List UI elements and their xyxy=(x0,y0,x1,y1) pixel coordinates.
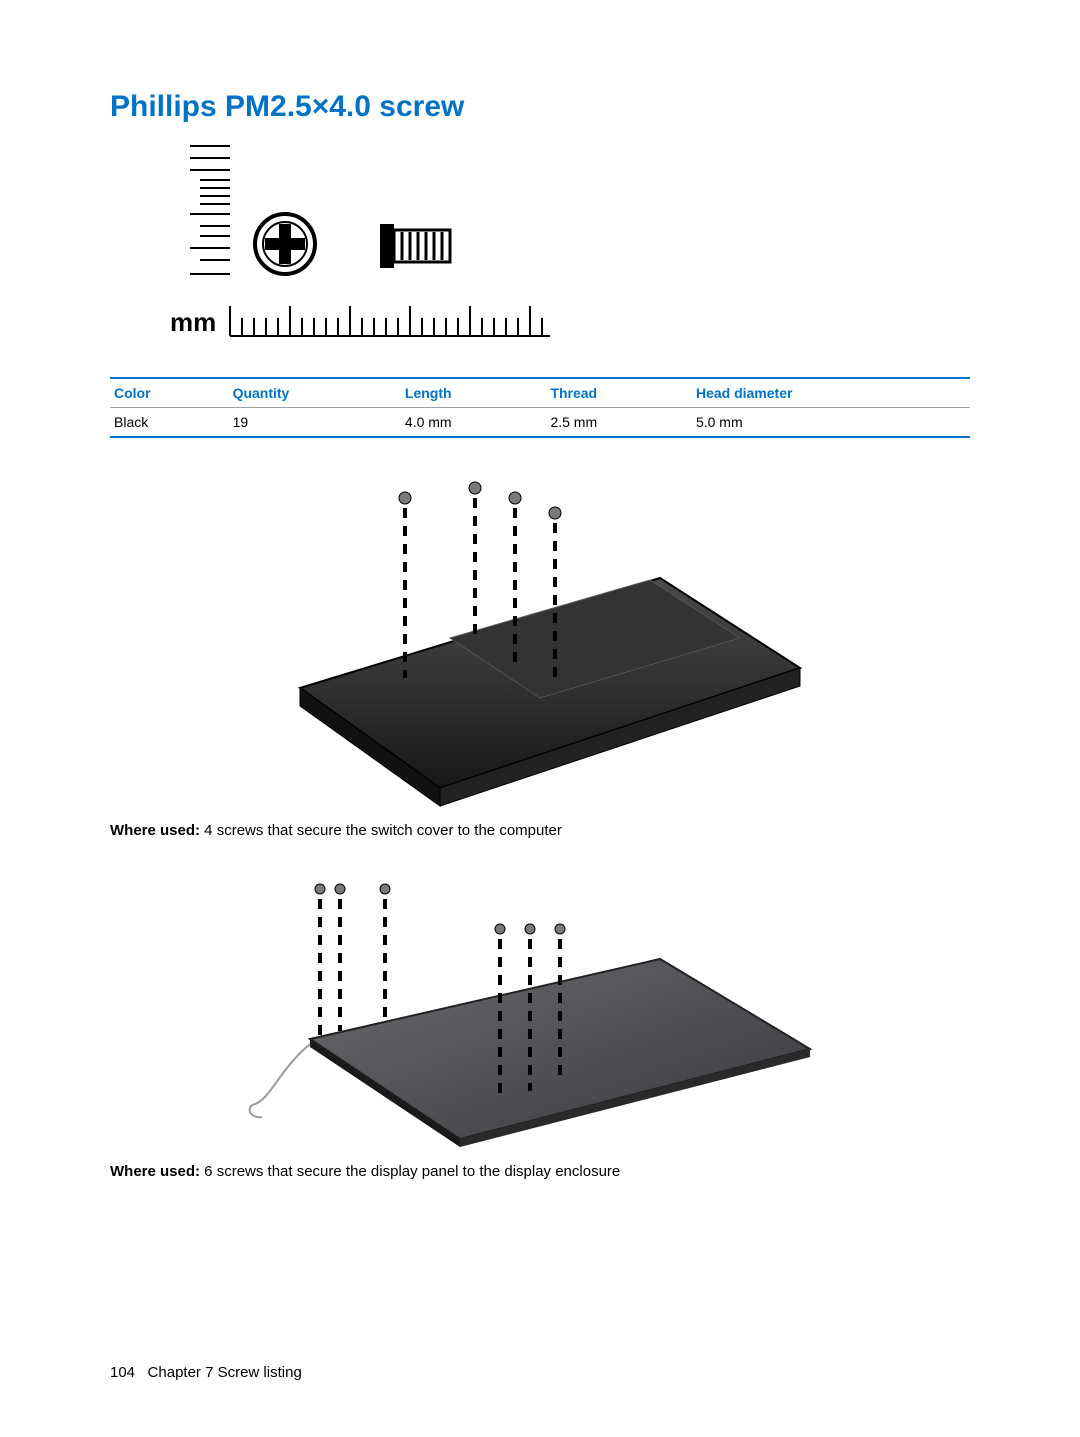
table-row: Black194.0 mm2.5 mm5.0 mm xyxy=(110,408,970,438)
illustration-laptop-base xyxy=(260,468,820,808)
table-header: Length xyxy=(401,378,547,408)
screw-side-icon xyxy=(380,224,450,268)
page-footer: 104 Chapter 7 Screw listing xyxy=(110,1364,302,1381)
table-cell: Black xyxy=(110,408,229,438)
footer-page-number: 104 xyxy=(110,1364,135,1381)
page-title: Phillips PM2.5×4.0 screw xyxy=(110,90,970,124)
table-header: Quantity xyxy=(229,378,401,408)
spec-table: ColorQuantityLengthThreadHead diameter B… xyxy=(110,377,970,438)
table-cell: 2.5 mm xyxy=(546,408,692,438)
caption-1: Where used: 4 screws that secure the swi… xyxy=(110,822,970,839)
table-header: Head diameter xyxy=(692,378,970,408)
table-header: Thread xyxy=(546,378,692,408)
table-cell: 19 xyxy=(229,408,401,438)
footer-chapter: Chapter 7 Screw listing xyxy=(148,1364,302,1381)
ruler-unit-label: mm xyxy=(170,307,216,337)
caption-2-text: 6 screws that secure the display panel t… xyxy=(200,1163,620,1180)
illustration-display-panel xyxy=(240,869,840,1149)
caption-1-label: Where used: xyxy=(110,822,200,839)
table-cell: 4.0 mm xyxy=(401,408,547,438)
phillips-head-icon xyxy=(255,214,315,274)
screw-diagram: mm xyxy=(170,136,970,361)
table-header: Color xyxy=(110,378,229,408)
caption-1-text: 4 screws that secure the switch cover to… xyxy=(200,822,562,839)
caption-2-label: Where used: xyxy=(110,1163,200,1180)
table-cell: 5.0 mm xyxy=(692,408,970,438)
caption-2: Where used: 6 screws that secure the dis… xyxy=(110,1163,970,1180)
